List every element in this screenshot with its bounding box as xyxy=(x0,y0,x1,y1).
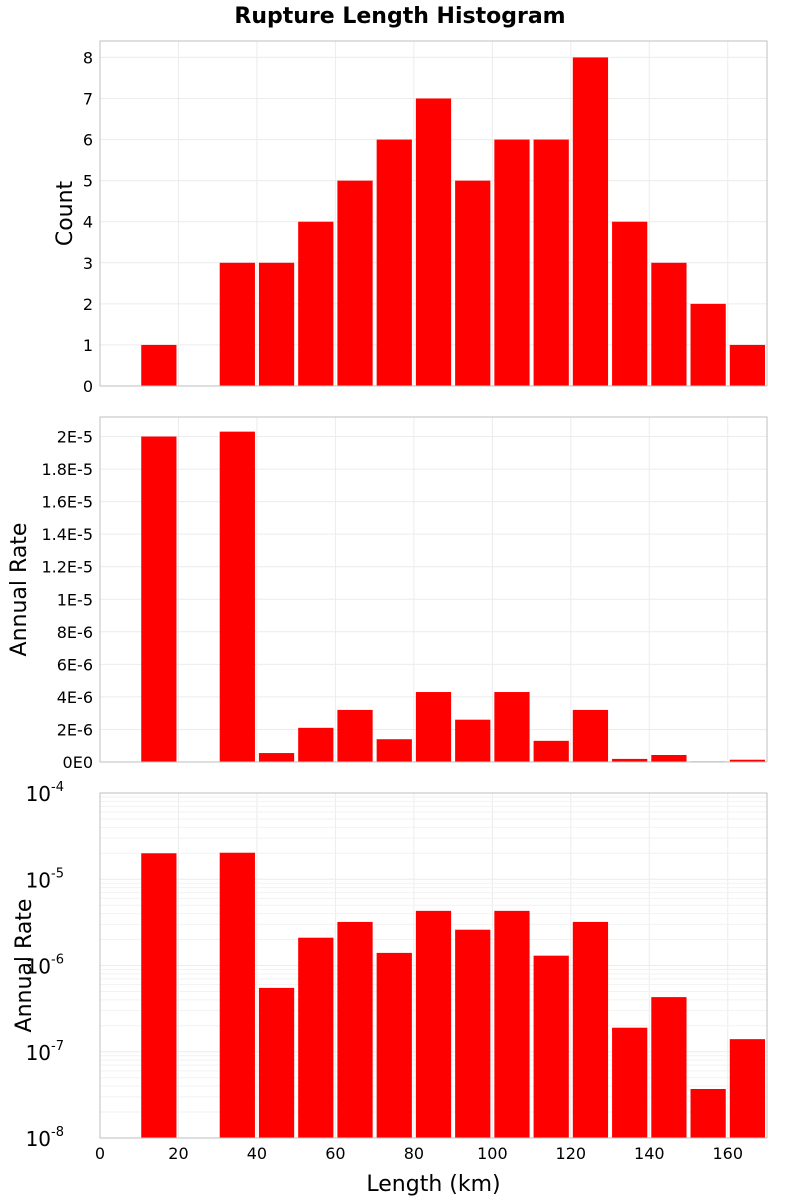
bar-115 xyxy=(533,955,569,1138)
y-tick-labels-middle: 0E0 2E-6 4E-6 6E-6 8E-6 1E-5 1.2E-5 1.4E-5 1.6E-… xyxy=(41,428,93,772)
bar-45 xyxy=(258,987,295,1138)
y-axis-label-middle: Annual Rate xyxy=(7,523,32,657)
y-tick-label: 10-5 xyxy=(26,866,64,892)
bar-45 xyxy=(258,753,295,762)
y-tick-label: 1.4E-5 xyxy=(41,525,93,544)
bar-145 xyxy=(651,262,687,386)
x-tick-label: 40 xyxy=(247,1144,267,1163)
bars-top xyxy=(141,57,765,387)
bar-115 xyxy=(533,740,569,762)
bars-bottom xyxy=(141,852,765,1138)
bar-65 xyxy=(337,180,373,386)
bar-85 xyxy=(415,98,452,386)
bar-35 xyxy=(219,431,255,762)
y-tick-label: 4 xyxy=(83,213,93,232)
bars-middle xyxy=(141,431,765,762)
bar-85 xyxy=(415,910,452,1138)
y-axis-label-top: Count xyxy=(53,180,78,246)
bar-105 xyxy=(494,139,530,386)
panel-bottom: 10-8 10-7 10-6 10-5 10-4 Annual Rate 0 20 40 60 80… xyxy=(12,780,768,1197)
bar-15 xyxy=(141,436,177,762)
y-tick-label: 1.6E-5 xyxy=(41,493,93,512)
bar-35 xyxy=(219,852,255,1138)
bar-65 xyxy=(337,709,373,762)
bar-135 xyxy=(612,758,648,762)
bar-15 xyxy=(141,853,177,1138)
y-tick-label: 7 xyxy=(83,90,93,109)
y-tick-label: 1E-5 xyxy=(57,590,93,609)
bar-45 xyxy=(258,262,295,386)
bar-15 xyxy=(141,344,177,386)
y-tick-labels-bottom: 10-8 10-7 10-6 10-5 10-4 xyxy=(26,780,64,1151)
y-tick-label: 6E-6 xyxy=(57,655,93,674)
y-tick-label: 8E-6 xyxy=(57,623,93,642)
y-tick-label: 8 xyxy=(83,48,93,67)
x-tick-label: 60 xyxy=(325,1144,345,1163)
bar-105 xyxy=(494,692,530,762)
x-tick-label: 80 xyxy=(404,1144,424,1163)
bar-125 xyxy=(572,709,609,762)
bar-165 xyxy=(729,1039,765,1138)
x-tick-label: 20 xyxy=(168,1144,188,1163)
bar-55 xyxy=(298,727,334,762)
bar-95 xyxy=(455,180,491,386)
bar-95 xyxy=(455,719,491,762)
bar-55 xyxy=(298,937,334,1138)
bar-145 xyxy=(651,997,687,1138)
bar-135 xyxy=(612,221,648,386)
y-tick-label: 1.2E-5 xyxy=(41,558,93,577)
y-tick-label: 3 xyxy=(83,254,93,273)
y-tick-label: 6 xyxy=(83,131,93,150)
x-tick-labels: 0 20 40 60 80 100 120 140 160 xyxy=(95,1144,743,1163)
bar-165 xyxy=(729,759,765,762)
bar-75 xyxy=(376,739,412,762)
bar-65 xyxy=(337,921,373,1138)
y-tick-label: 2E-5 xyxy=(57,428,93,447)
bar-55 xyxy=(298,221,334,386)
bar-75 xyxy=(376,952,412,1138)
x-axis-label: Length (km) xyxy=(366,1172,500,1197)
bar-125 xyxy=(572,921,609,1138)
y-tick-label: 0E0 xyxy=(63,753,93,772)
bar-155 xyxy=(690,1088,726,1138)
y-tick-label: 0 xyxy=(83,377,93,396)
bar-115 xyxy=(533,139,569,386)
panel-middle: 0E0 2E-6 4E-6 6E-6 8E-6 1E-5 1.2E-5 1.4E-5 1.6E-… xyxy=(7,416,768,772)
y-tick-labels-top: 0 1 2 3 4 5 6 7 8 xyxy=(83,48,93,396)
bar-35 xyxy=(219,262,255,386)
y-tick-label: 2 xyxy=(83,295,93,314)
y-tick-label: 10-7 xyxy=(26,1039,64,1065)
x-tick-label: 120 xyxy=(556,1144,587,1163)
plot-frame xyxy=(99,792,768,1139)
bar-105 xyxy=(494,910,530,1138)
bar-145 xyxy=(651,755,687,762)
x-tick-label: 100 xyxy=(477,1144,508,1163)
bar-165 xyxy=(729,344,765,386)
x-tick-label: 140 xyxy=(634,1144,665,1163)
plot-frame xyxy=(99,416,768,763)
bar-155 xyxy=(690,303,726,386)
bar-95 xyxy=(455,929,491,1138)
bar-135 xyxy=(612,1027,648,1138)
y-tick-label: 1 xyxy=(83,336,93,355)
y-tick-label: 4E-6 xyxy=(57,688,93,707)
bar-75 xyxy=(376,139,412,386)
bar-125 xyxy=(572,57,609,387)
y-tick-label: 1.8E-5 xyxy=(41,460,93,479)
y-tick-label: 2E-6 xyxy=(57,720,93,739)
bar-85 xyxy=(415,692,452,762)
y-axis-label-bottom: Annual Rate xyxy=(12,899,37,1033)
y-tick-label: 5 xyxy=(83,172,93,191)
chart-title: Rupture Length Histogram xyxy=(234,4,565,29)
y-tick-label: 10-4 xyxy=(26,780,64,806)
y-tick-label: 10-8 xyxy=(26,1125,64,1151)
y-tick-label: 10-6 xyxy=(26,953,64,979)
x-tick-label: 160 xyxy=(712,1144,743,1163)
x-tick-label: 0 xyxy=(95,1144,105,1163)
panel-top: 0 1 2 3 4 5 6 7 8 Count xyxy=(53,40,768,396)
plot-frame xyxy=(99,40,768,387)
